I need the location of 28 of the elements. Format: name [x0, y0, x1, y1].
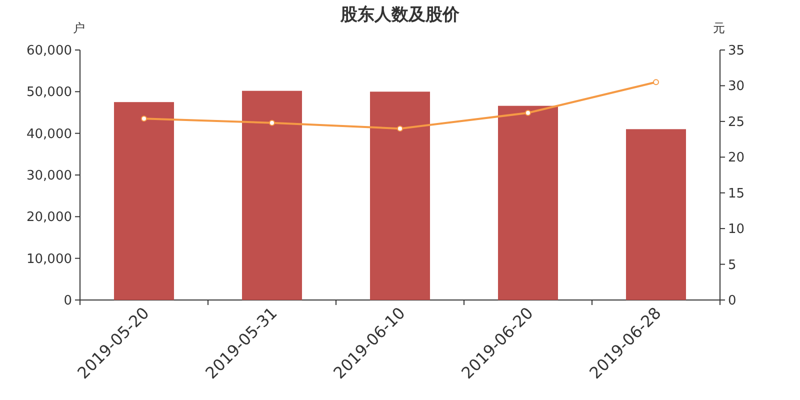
- y2-tick-label: 20: [728, 150, 745, 166]
- y-tick-label: 30,000: [26, 168, 72, 184]
- y-axis-title: 户: [73, 21, 85, 35]
- y2-tick-label: 15: [728, 186, 745, 202]
- y2-tick-label: 25: [728, 114, 745, 130]
- point: [525, 110, 531, 116]
- y2-tick-label: 10: [728, 222, 745, 238]
- y-tick-label: 50,000: [26, 85, 72, 100]
- y-tick-label: 60,000: [26, 44, 72, 58]
- y-tick-label: 10,000: [26, 252, 72, 267]
- y-tick-label: 0: [64, 294, 72, 308]
- y2-tick-label: 5: [728, 258, 736, 273]
- y-tick-label: 40,000: [26, 126, 72, 142]
- y2-tick-label: 35: [728, 44, 745, 58]
- point: [269, 120, 275, 126]
- bar: [498, 106, 558, 300]
- y2-tick-label: 0: [728, 294, 736, 308]
- bar: [370, 92, 430, 300]
- chart-title: 股东人数及股价: [340, 5, 460, 25]
- point: [653, 79, 659, 86]
- point: [397, 126, 403, 132]
- y2-axis-title: 元: [713, 21, 725, 35]
- y2-tick-label: 30: [728, 79, 745, 94]
- bar: [626, 129, 686, 300]
- point: [141, 116, 147, 122]
- y-tick-label: 20,000: [26, 210, 72, 226]
- bar: [242, 90, 302, 300]
- bar: [114, 102, 174, 300]
